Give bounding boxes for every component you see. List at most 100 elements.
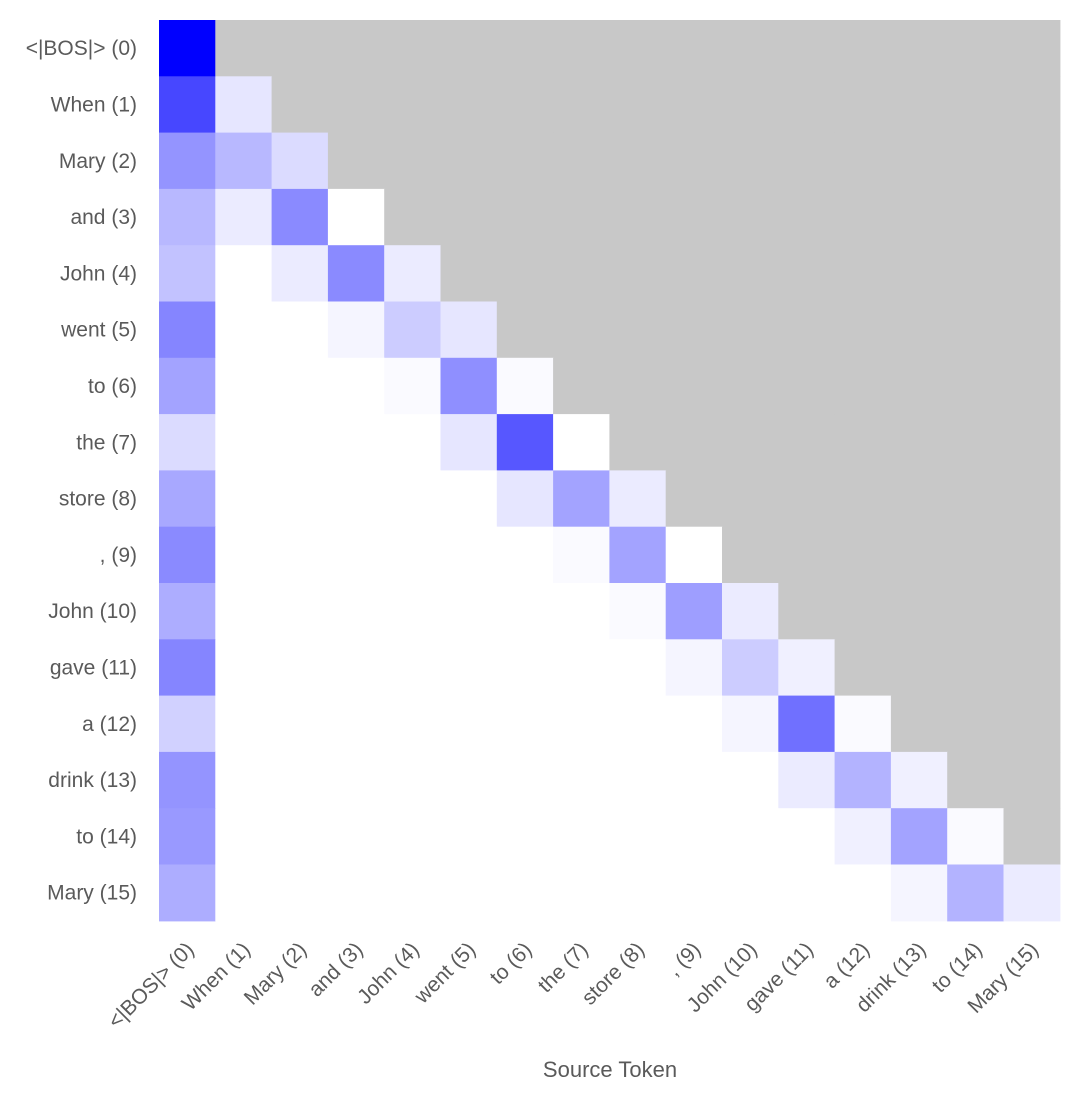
heatmap-cell-masked (834, 470, 892, 528)
heatmap-cell-masked (496, 20, 554, 77)
heatmap-cell (159, 808, 216, 866)
heatmap-cell (440, 695, 498, 753)
heatmap-cell (271, 751, 329, 809)
heatmap-cell-masked (553, 188, 610, 246)
heatmap-cell-masked (609, 20, 667, 77)
heatmap-cell-masked (947, 695, 1005, 753)
heatmap-cell-masked (327, 20, 385, 77)
heatmap-cell (778, 639, 836, 697)
heatmap-cell (440, 357, 498, 415)
y-tick-label: <|BOS|> (0) (26, 37, 137, 60)
heatmap-cell-masked (665, 301, 723, 359)
heatmap-cell (553, 639, 610, 697)
heatmap-cell-masked (890, 414, 948, 471)
heatmap-cell-masked (778, 357, 836, 415)
heatmap-cell-masked (609, 132, 667, 190)
heatmap-cell (834, 695, 892, 753)
heatmap-cell (665, 751, 723, 809)
heatmap-cell-masked (1003, 808, 1061, 866)
heatmap-cell (215, 695, 273, 753)
heatmap-cell (665, 808, 723, 866)
y-tick-label: , (9) (100, 544, 137, 567)
heatmap-cell (271, 245, 329, 303)
heatmap-cell (496, 583, 554, 640)
heatmap-cell-masked (1003, 357, 1061, 415)
heatmap-cell (722, 639, 779, 697)
heatmap-cell (834, 751, 892, 809)
heatmap-cell (384, 808, 442, 866)
heatmap-cell-masked (722, 20, 779, 77)
heatmap-cell-masked (778, 76, 836, 134)
heatmap-cell-masked (384, 20, 442, 77)
heatmap-cell-masked (1003, 751, 1061, 809)
heatmap-cell-masked (834, 526, 892, 584)
x-tick-label: store (8) (578, 938, 650, 1010)
heatmap-cell-masked (890, 583, 948, 640)
heatmap-cell-masked (327, 76, 385, 134)
y-tick-label: John (10) (48, 600, 137, 623)
y-tick-label: When (1) (51, 93, 137, 116)
heatmap-cell (384, 526, 442, 584)
heatmap-cell (722, 583, 779, 640)
heatmap-cell (440, 470, 498, 528)
heatmap-cell (384, 639, 442, 697)
heatmap-cell-masked (890, 639, 948, 697)
heatmap-cell (327, 695, 385, 753)
heatmap-cell (722, 751, 779, 809)
heatmap-cell (215, 245, 273, 303)
heatmap-cell (890, 751, 948, 809)
heatmap-cell (384, 470, 442, 528)
heatmap-cell-masked (215, 20, 273, 77)
heatmap-cell (496, 639, 554, 697)
x-tick-label: , (9) (663, 938, 706, 981)
heatmap-cell (271, 188, 329, 246)
heatmap-cell-masked (947, 20, 1005, 77)
heatmap-cell-masked (834, 301, 892, 359)
heatmap-cell-masked (947, 357, 1005, 415)
heatmap-cells (159, 20, 1061, 922)
heatmap-cell-masked (665, 188, 723, 246)
x-tick-label: a (12) (819, 938, 874, 993)
heatmap-cell (384, 357, 442, 415)
heatmap-cell (271, 583, 329, 640)
heatmap-cell (327, 414, 385, 471)
heatmap-cell-masked (890, 245, 948, 303)
heatmap-cell-masked (947, 639, 1005, 697)
heatmap-cell (215, 583, 273, 640)
heatmap-cell (553, 414, 610, 471)
heatmap-cell (327, 808, 385, 866)
heatmap-cell-masked (1003, 188, 1061, 246)
heatmap-cell-masked (890, 301, 948, 359)
heatmap-cell (215, 470, 273, 528)
y-axis-tick-labels: <|BOS|> (0) When (1) Mary (2) and (3) John (… (26, 37, 137, 905)
heatmap-cell-masked (1003, 414, 1061, 471)
heatmap-cell-masked (665, 20, 723, 77)
y-tick-label: store (8) (59, 488, 137, 511)
heatmap-cell-masked (665, 414, 723, 471)
heatmap-cell-masked (553, 20, 610, 77)
heatmap-cell (215, 301, 273, 359)
heatmap-cell (1003, 864, 1061, 922)
heatmap-cell (553, 864, 610, 922)
heatmap-cell-masked (496, 301, 554, 359)
heatmap-cell-masked (890, 20, 948, 77)
heatmap-cell (553, 751, 610, 809)
heatmap-cell-masked (890, 470, 948, 528)
heatmap-cell-masked (609, 414, 667, 471)
heatmap-cell (440, 526, 498, 584)
y-tick-label: gave (11) (50, 656, 137, 679)
heatmap-cell (215, 132, 273, 190)
heatmap-cell (609, 695, 667, 753)
heatmap-cell (665, 695, 723, 753)
heatmap-cell (271, 695, 329, 753)
x-tick-label: went (5) (410, 938, 481, 1009)
heatmap-cell (384, 695, 442, 753)
heatmap-cell (384, 245, 442, 303)
heatmap-cell (440, 808, 498, 866)
heatmap-cell-masked (834, 245, 892, 303)
heatmap-cell (440, 414, 498, 471)
heatmap-cell (327, 188, 385, 246)
y-tick-label: to (14) (76, 825, 137, 848)
heatmap-cell-masked (271, 20, 329, 77)
heatmap-cell-masked (947, 245, 1005, 303)
